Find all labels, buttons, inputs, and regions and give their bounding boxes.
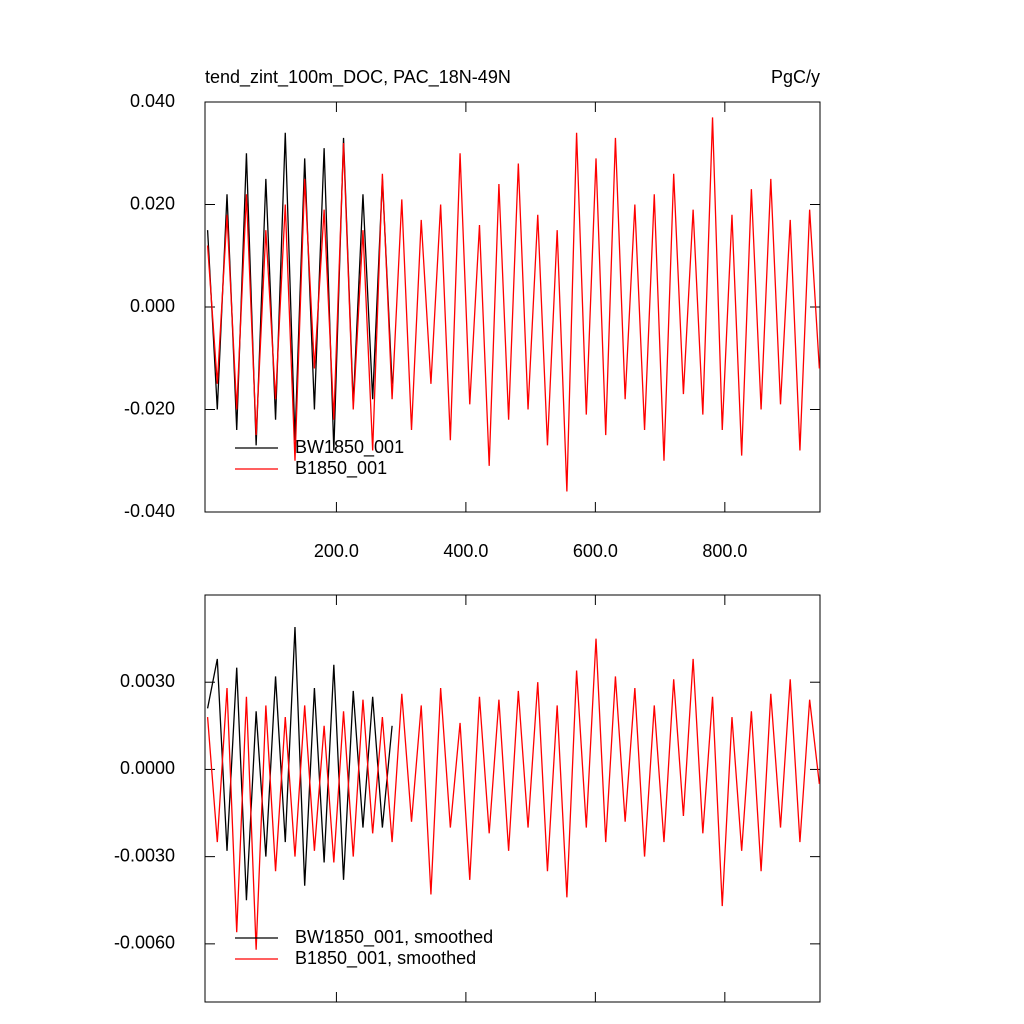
chart-title: tend_zint_100m_DOC, PAC_18N-49N — [205, 67, 511, 88]
legend-label: B1850_001, smoothed — [295, 948, 476, 969]
x-tick-label: 800.0 — [702, 541, 747, 561]
y-tick-label: -0.020 — [124, 398, 175, 418]
y-tick-label: 0.0030 — [120, 671, 175, 691]
y-tick-label: 0.020 — [130, 193, 175, 213]
data-line — [206, 626, 393, 901]
data-line — [206, 638, 820, 950]
legend-label: BW1850_001, smoothed — [295, 927, 493, 948]
y-tick-label: 0.040 — [130, 91, 175, 111]
legend-label: BW1850_001 — [295, 437, 404, 458]
y-tick-label: -0.0060 — [114, 933, 175, 953]
data-line — [206, 132, 393, 451]
y-tick-label: 0.0000 — [120, 758, 175, 778]
x-tick-label: 400.0 — [443, 541, 488, 561]
legend-label: B1850_001 — [295, 458, 387, 479]
y-tick-label: 0.000 — [130, 296, 175, 316]
units-label: PgC/y — [771, 67, 820, 87]
x-tick-label: 600.0 — [573, 541, 618, 561]
y-tick-label: -0.0030 — [114, 845, 175, 865]
y-tick-label: -0.040 — [124, 501, 175, 521]
data-line — [206, 117, 820, 492]
plot-frame — [204, 594, 821, 1003]
x-tick-label: 200.0 — [314, 541, 359, 561]
